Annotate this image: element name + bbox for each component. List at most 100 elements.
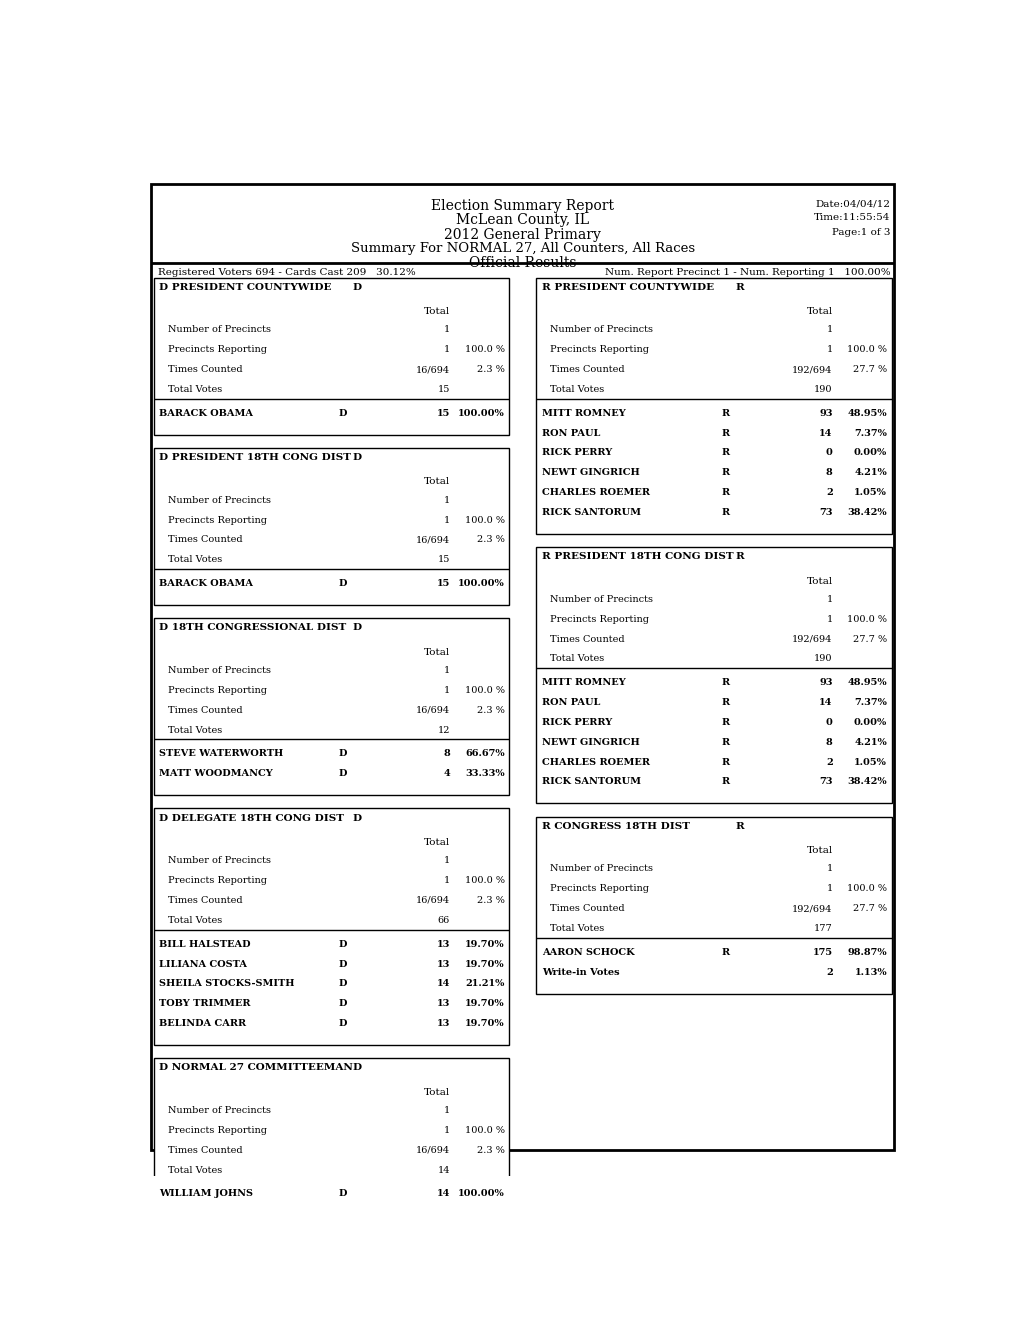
Text: 100.0 %: 100.0 %: [847, 884, 887, 893]
Text: D: D: [353, 814, 362, 823]
Text: D: D: [353, 453, 362, 462]
Text: 33.33%: 33.33%: [465, 769, 504, 778]
Bar: [536, 816, 891, 993]
Text: 1: 1: [443, 515, 449, 524]
Text: Total Votes: Total Votes: [168, 384, 222, 394]
Text: 2.3 %: 2.3 %: [476, 896, 504, 905]
Text: 192/694: 192/694: [792, 365, 832, 374]
Text: 66.67%: 66.67%: [465, 749, 504, 758]
Text: Total: Total: [423, 1087, 449, 1096]
Text: RON PAUL: RON PAUL: [541, 428, 599, 437]
Text: 27.7 %: 27.7 %: [852, 904, 887, 913]
Text: Precincts Reporting: Precincts Reporting: [550, 345, 649, 354]
Text: 4: 4: [443, 769, 449, 778]
Text: 2.3 %: 2.3 %: [476, 365, 504, 374]
Text: 13: 13: [436, 999, 449, 1008]
Bar: [154, 808, 508, 1045]
Text: 1: 1: [443, 856, 449, 865]
Text: WILLIAM JOHNS: WILLIAM JOHNS: [159, 1189, 253, 1198]
Text: 14: 14: [437, 1165, 449, 1174]
Text: Total Votes: Total Votes: [550, 923, 604, 933]
Text: 100.0 %: 100.0 %: [464, 345, 504, 354]
Text: R: R: [720, 448, 729, 457]
Text: D: D: [353, 1063, 362, 1073]
Text: 1: 1: [443, 1106, 449, 1115]
Text: 2.3 %: 2.3 %: [476, 535, 504, 544]
Text: Precincts Reporting: Precincts Reporting: [168, 876, 267, 885]
Text: Number of Precincts: Number of Precincts: [168, 666, 271, 675]
Text: 27.7 %: 27.7 %: [852, 634, 887, 643]
Text: 100.0 %: 100.0 %: [847, 345, 887, 354]
Text: 14: 14: [818, 428, 832, 437]
Text: 1: 1: [443, 686, 449, 695]
Text: 19.70%: 19.70%: [465, 1018, 504, 1028]
Text: 14: 14: [818, 697, 832, 707]
Text: MITT ROMNEY: MITT ROMNEY: [541, 678, 625, 687]
Text: NEWT GINGRICH: NEWT GINGRICH: [541, 738, 639, 746]
Text: TOBY TRIMMER: TOBY TRIMMER: [159, 999, 251, 1008]
Text: 100.0 %: 100.0 %: [464, 686, 504, 695]
Text: Page:1 of 3: Page:1 of 3: [832, 227, 890, 236]
Text: Times Counted: Times Counted: [550, 904, 625, 913]
Text: 19.70%: 19.70%: [465, 959, 504, 968]
Text: 93: 93: [818, 678, 832, 687]
Text: 15: 15: [437, 555, 449, 564]
Text: Number of Precincts: Number of Precincts: [168, 495, 271, 505]
Bar: [154, 618, 508, 795]
Text: R: R: [720, 428, 729, 437]
Text: Times Counted: Times Counted: [168, 705, 243, 715]
Bar: [154, 277, 508, 435]
Text: Times Counted: Times Counted: [168, 365, 243, 374]
Bar: [536, 277, 891, 534]
Text: Precincts Reporting: Precincts Reporting: [550, 884, 649, 893]
Text: 1: 1: [825, 614, 832, 624]
Text: Total Votes: Total Votes: [550, 384, 604, 394]
Text: D DELEGATE 18TH CONG DIST: D DELEGATE 18TH CONG DIST: [159, 814, 343, 823]
Text: 73: 73: [818, 778, 832, 786]
Text: 14: 14: [436, 979, 449, 988]
Text: 192/694: 192/694: [792, 634, 832, 643]
Text: R: R: [735, 283, 744, 292]
Text: Write-in Votes: Write-in Votes: [541, 968, 619, 976]
Text: Time:11:55:54: Time:11:55:54: [813, 214, 890, 222]
Text: BILL HALSTEAD: BILL HALSTEAD: [159, 939, 251, 948]
Text: Number of Precincts: Number of Precincts: [550, 325, 653, 334]
Text: Total: Total: [423, 838, 449, 847]
Text: D: D: [338, 749, 346, 758]
Text: R: R: [720, 738, 729, 746]
Text: Total Votes: Total Votes: [168, 555, 222, 564]
Text: STEVE WATERWORTH: STEVE WATERWORTH: [159, 749, 283, 758]
Text: RON PAUL: RON PAUL: [541, 697, 599, 707]
Text: D: D: [338, 999, 346, 1008]
Text: Total Votes: Total Votes: [550, 654, 604, 663]
Text: R: R: [720, 507, 729, 517]
Text: 1: 1: [825, 884, 832, 893]
Text: Total Votes: Total Votes: [168, 725, 222, 734]
Text: 7.37%: 7.37%: [854, 697, 887, 707]
Text: Times Counted: Times Counted: [168, 1145, 243, 1155]
Text: 48.95%: 48.95%: [847, 678, 887, 687]
Text: Times Counted: Times Counted: [550, 365, 625, 374]
Text: 16/694: 16/694: [416, 535, 449, 544]
Text: Total Votes: Total Votes: [168, 915, 222, 925]
Text: D: D: [338, 1018, 346, 1028]
Bar: [154, 1058, 508, 1215]
Text: Number of Precincts: Number of Precincts: [168, 1106, 271, 1115]
Text: Total Votes: Total Votes: [168, 1165, 222, 1174]
Text: 13: 13: [436, 959, 449, 968]
Text: D: D: [338, 769, 346, 778]
Text: Precincts Reporting: Precincts Reporting: [168, 345, 267, 354]
Text: RICK SANTORUM: RICK SANTORUM: [541, 778, 640, 786]
Text: 1: 1: [443, 325, 449, 334]
Text: 1.05%: 1.05%: [854, 758, 887, 766]
Text: 1: 1: [443, 1125, 449, 1135]
Text: 192/694: 192/694: [792, 904, 832, 913]
Text: D: D: [353, 283, 362, 292]
Text: 21.21%: 21.21%: [465, 979, 504, 988]
Text: 190: 190: [813, 384, 832, 394]
Text: 2.3 %: 2.3 %: [476, 1145, 504, 1155]
Text: D PRESIDENT 18TH CONG DIST: D PRESIDENT 18TH CONG DIST: [159, 453, 351, 462]
Text: 1.05%: 1.05%: [854, 487, 887, 497]
Text: R: R: [720, 408, 729, 417]
Text: 2.3 %: 2.3 %: [476, 705, 504, 715]
